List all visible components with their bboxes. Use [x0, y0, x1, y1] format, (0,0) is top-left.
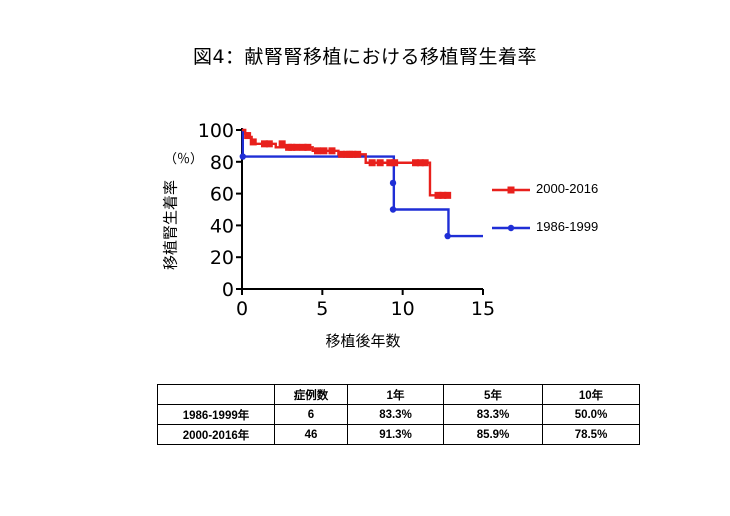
- y-axis-unit: （％）: [164, 152, 204, 167]
- data-point: [412, 159, 420, 167]
- x-tick-label: 10: [391, 298, 415, 320]
- x-tick-label: 5: [316, 298, 328, 320]
- table-cell: 2000-2016年: [157, 424, 275, 445]
- x-tick-label: 0: [236, 298, 248, 320]
- data-point: [349, 150, 357, 158]
- y-tick-label: 40: [210, 215, 234, 237]
- y-tick-label: 0: [222, 279, 234, 301]
- table-header-cell: 1年: [347, 384, 444, 405]
- table-row: 2000-2016年 46 91.3% 85.9% 78.5%: [157, 424, 640, 445]
- table-cell: 1986-1999年: [157, 404, 275, 425]
- data-point: [249, 138, 257, 146]
- table-header-cell: 症例数: [274, 384, 348, 405]
- data-point: [328, 147, 336, 155]
- table-header-cell: [157, 384, 275, 405]
- table-cell: 83.3%: [443, 404, 543, 425]
- table-header-cell: 5年: [443, 384, 543, 405]
- table-cell: 91.3%: [347, 424, 444, 445]
- data-point: [278, 140, 286, 148]
- legend-marker-1986-1999: [507, 224, 515, 232]
- table-cell: 85.9%: [443, 424, 543, 445]
- data-point: [386, 159, 394, 167]
- table-cell: 50.0%: [542, 404, 640, 425]
- table-header-cell: 10年: [542, 384, 640, 405]
- y-tick-label: 80: [210, 152, 234, 174]
- data-point: [288, 143, 296, 151]
- data-point: [338, 150, 346, 158]
- data-point: [293, 143, 301, 151]
- table-cell: 83.3%: [347, 404, 444, 425]
- survival-table: 症例数 1年 5年 10年 1986-1999年 6 83.3% 83.3% 5…: [157, 384, 640, 445]
- legend-label-1986-1999: 1986-1999: [536, 219, 599, 234]
- data-point: [314, 147, 322, 155]
- chart-legend: [492, 186, 530, 232]
- table-cell: 78.5%: [542, 424, 640, 445]
- series-1986-1999: [239, 128, 483, 240]
- table-cell: 46: [274, 424, 348, 445]
- x-tick-label: 15: [471, 298, 495, 320]
- table-cell: 6: [274, 404, 348, 425]
- data-point: [416, 159, 424, 167]
- data-point: [439, 191, 447, 199]
- y-tick-label: 20: [210, 247, 234, 269]
- data-point: [299, 143, 307, 151]
- y-axis-title-text: 移植腎生着率: [161, 179, 180, 271]
- x-axis-title: 移植後年数: [325, 332, 401, 350]
- legend-label-2000-2016: 2000-2016: [536, 181, 599, 196]
- y-axis-title: 移植腎生着率: [150, 160, 190, 290]
- data-point: [244, 132, 252, 140]
- data-point: [389, 206, 397, 213]
- series-2000-2016: [242, 128, 452, 199]
- data-point: [376, 159, 384, 167]
- y-tick-label: 60: [210, 184, 234, 206]
- data-point: [239, 153, 247, 160]
- data-point: [421, 159, 429, 167]
- chart-axes: 0 20 40 60 80 100 0 5 10 15: [198, 120, 495, 320]
- data-point: [434, 191, 442, 199]
- data-point: [444, 191, 452, 199]
- chart-series-layer: [239, 128, 483, 240]
- data-point: [304, 143, 312, 151]
- data-point: [389, 179, 397, 187]
- series-line: [241, 128, 483, 238]
- data-point: [368, 159, 376, 167]
- data-point: [444, 232, 451, 240]
- page-title: 図4：献腎腎移植における移植腎生着率: [192, 46, 538, 68]
- data-point: [354, 150, 362, 158]
- data-point: [320, 147, 328, 155]
- data-point: [391, 159, 399, 167]
- legend-marker-2000-2016: [507, 186, 515, 194]
- data-point: [265, 140, 273, 148]
- table-row: 1986-1999年 6 83.3% 83.3% 50.0%: [157, 404, 640, 425]
- table-header-row: 症例数 1年 5年 10年: [157, 384, 640, 405]
- data-point: [260, 140, 268, 148]
- y-tick-label: 100: [198, 120, 234, 142]
